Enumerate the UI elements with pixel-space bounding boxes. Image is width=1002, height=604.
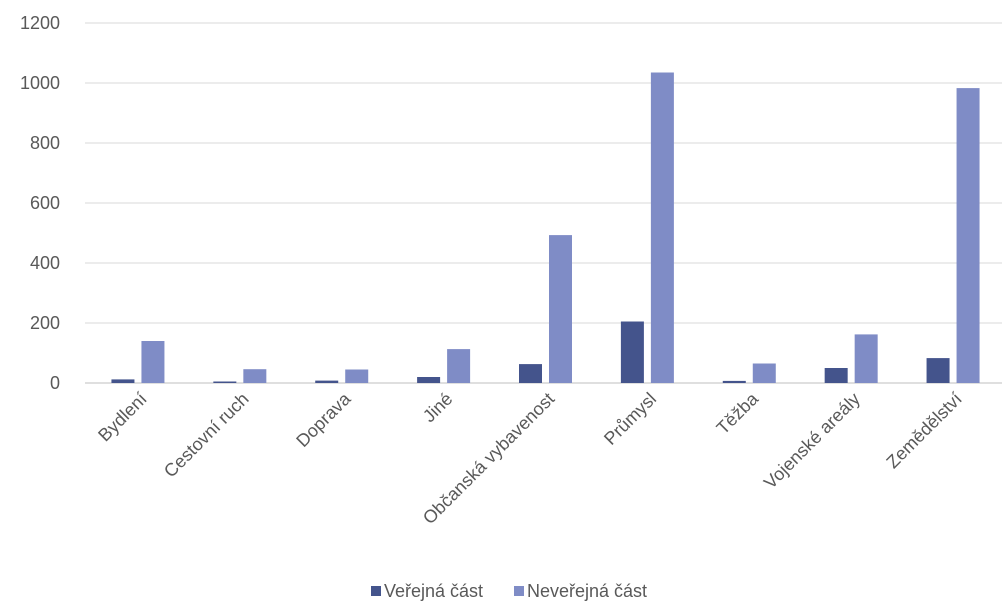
bar-neverejna-5 (650, 72, 674, 383)
bar-verejna-1 (213, 381, 237, 383)
y-axis-ticks: 0 200 400 600 800 1000 1200 (20, 13, 60, 393)
y-tick-label-600: 600 (30, 193, 60, 213)
y-tick-label-0: 0 (50, 373, 60, 393)
y-tick-label-200: 200 (30, 313, 60, 333)
bar-verejna-7 (824, 368, 848, 383)
legend-swatch-neverejna (514, 586, 524, 596)
bar-verejna-5 (620, 321, 644, 383)
bar-neverejna-0 (141, 341, 165, 383)
bar-verejna-2 (315, 380, 339, 383)
x-category-label-7: Vojenské areály (760, 389, 864, 493)
x-axis-labels: Bydlení Cestovní ruch Doprava JinéObčanská … (94, 388, 966, 528)
bar-neverejna-7 (854, 334, 878, 383)
y-tick-label-1000: 1000 (20, 73, 60, 93)
legend: Veřejná část Neveřejná část (371, 581, 647, 601)
x-category-label-2: Doprava (292, 388, 355, 451)
legend-label-verejna: Veřejná část (384, 581, 483, 601)
y-tick-label-400: 400 (30, 253, 60, 273)
bar-neverejna-4 (549, 235, 572, 383)
x-category-label-5: Průmysl (600, 389, 660, 449)
bar-verejna-4 (519, 364, 542, 383)
x-category-label-1: Cestovní ruch (160, 389, 253, 482)
bar-neverejna-8 (956, 88, 980, 383)
bar-neverejna-1 (243, 369, 267, 383)
bar-neverejna-2 (345, 369, 369, 383)
x-category-label-3: Jiné (419, 389, 456, 426)
x-category-label-0: Bydlení (94, 389, 151, 446)
legend-label-neverejna: Neveřejná část (527, 581, 647, 601)
bar-verejna-6 (722, 380, 746, 383)
bar-neverejna-3 (447, 349, 471, 383)
bar-verejna-3 (417, 377, 441, 383)
bar-neverejna-6 (752, 363, 776, 383)
bar-verejna-8 (926, 358, 950, 383)
x-category-label-6: Těžba (713, 388, 763, 438)
gridlines (85, 22, 1002, 384)
y-tick-label-800: 800 (30, 133, 60, 153)
bars (111, 72, 980, 383)
bar-verejna-0 (111, 379, 135, 383)
x-category-label-8: Zemědělství (882, 389, 965, 472)
legend-swatch-verejna (371, 586, 381, 596)
y-tick-label-1200: 1200 (20, 13, 60, 33)
